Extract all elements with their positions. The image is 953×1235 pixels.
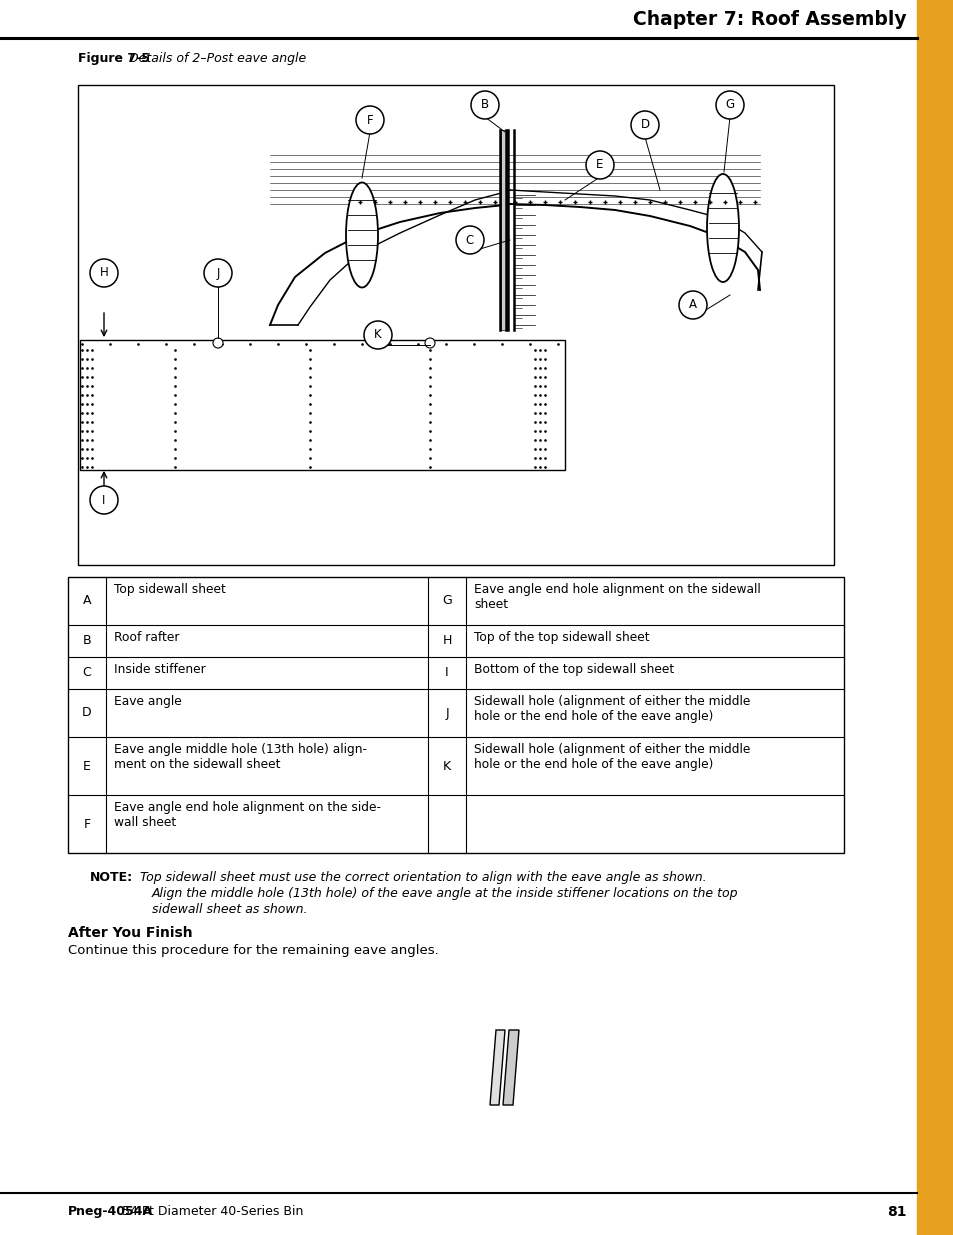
- Text: D: D: [82, 706, 91, 720]
- Text: Inside stiffener: Inside stiffener: [113, 663, 206, 676]
- Polygon shape: [502, 1030, 518, 1105]
- Circle shape: [471, 91, 498, 119]
- Circle shape: [679, 291, 706, 319]
- Bar: [78, 85, 833, 564]
- Text: D: D: [639, 119, 649, 131]
- Text: Eave angle middle hole (13th hole) align-
ment on the sidewall sheet: Eave angle middle hole (13th hole) align…: [113, 743, 367, 771]
- Text: NOTE:: NOTE:: [90, 871, 133, 884]
- Text: Eave angle end hole alignment on the side-
wall sheet: Eave angle end hole alignment on the sid…: [113, 802, 380, 829]
- Text: Sidewall hole (alignment of either the middle
hole or the end hole of the eave a: Sidewall hole (alignment of either the m…: [474, 695, 750, 722]
- Ellipse shape: [346, 183, 377, 288]
- Text: Top sidewall sheet must use the correct orientation to align with the eave angle: Top sidewall sheet must use the correct …: [136, 871, 706, 884]
- Circle shape: [424, 338, 435, 348]
- Circle shape: [213, 338, 223, 348]
- Text: Pneg-4054A: Pneg-4054A: [68, 1205, 153, 1218]
- Bar: [500, 130, 506, 330]
- Text: B: B: [83, 635, 91, 647]
- Text: 54 Ft Diameter 40-Series Bin: 54 Ft Diameter 40-Series Bin: [118, 1205, 303, 1218]
- Circle shape: [630, 111, 659, 140]
- Text: F: F: [366, 114, 373, 126]
- Text: I: I: [102, 494, 106, 506]
- Text: I: I: [445, 667, 448, 679]
- Text: H: H: [99, 267, 109, 279]
- Bar: [80, 340, 564, 471]
- Text: J: J: [445, 706, 448, 720]
- Circle shape: [90, 259, 118, 287]
- Text: J: J: [216, 267, 219, 279]
- Circle shape: [364, 321, 392, 350]
- Text: C: C: [83, 667, 91, 679]
- Circle shape: [585, 151, 614, 179]
- Text: Bottom of the top sidewall sheet: Bottom of the top sidewall sheet: [474, 663, 674, 676]
- Text: 81: 81: [886, 1205, 906, 1219]
- Circle shape: [355, 106, 384, 135]
- Text: Figure 7-5: Figure 7-5: [78, 52, 150, 65]
- Text: Continue this procedure for the remaining eave angles.: Continue this procedure for the remainin…: [68, 944, 438, 957]
- Text: Sidewall hole (alignment of either the middle
hole or the end hole of the eave a: Sidewall hole (alignment of either the m…: [474, 743, 750, 771]
- Text: Roof rafter: Roof rafter: [113, 631, 179, 643]
- Text: Details of 2–Post eave angle: Details of 2–Post eave angle: [125, 52, 306, 65]
- Circle shape: [716, 91, 743, 119]
- Text: K: K: [442, 760, 451, 773]
- Bar: [68, 577, 843, 853]
- Text: Top sidewall sheet: Top sidewall sheet: [113, 583, 226, 597]
- Text: E: E: [83, 760, 91, 773]
- Text: G: G: [724, 99, 734, 111]
- Text: Top of the top sidewall sheet: Top of the top sidewall sheet: [474, 631, 649, 643]
- Text: Chapter 7: Roof Assembly: Chapter 7: Roof Assembly: [633, 10, 906, 28]
- Text: K: K: [374, 329, 381, 342]
- Text: C: C: [465, 233, 474, 247]
- Text: A: A: [83, 594, 91, 608]
- Text: sidewall sheet as shown.: sidewall sheet as shown.: [152, 903, 307, 916]
- Text: A: A: [688, 299, 697, 311]
- Circle shape: [456, 226, 483, 254]
- Text: H: H: [442, 635, 451, 647]
- Ellipse shape: [706, 174, 739, 282]
- Text: Eave angle: Eave angle: [113, 695, 182, 708]
- Bar: [916, 0, 953, 1235]
- Text: G: G: [441, 594, 452, 608]
- Circle shape: [204, 259, 232, 287]
- Text: F: F: [83, 818, 91, 830]
- Text: E: E: [596, 158, 603, 172]
- Text: Eave angle end hole alignment on the sidewall
sheet: Eave angle end hole alignment on the sid…: [474, 583, 760, 611]
- Text: Align the middle hole (13th hole) of the eave angle at the inside stiffener loca: Align the middle hole (13th hole) of the…: [152, 887, 738, 900]
- Circle shape: [90, 487, 118, 514]
- Text: After You Finish: After You Finish: [68, 926, 193, 940]
- Text: B: B: [480, 99, 489, 111]
- Polygon shape: [490, 1030, 504, 1105]
